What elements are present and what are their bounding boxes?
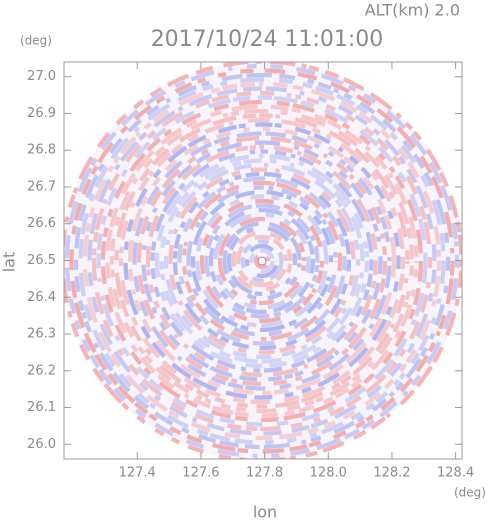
echo-ring	[69, 68, 455, 454]
radar-center	[257, 256, 267, 266]
echo-ring	[235, 234, 289, 288]
echo-ring	[73, 72, 451, 450]
y-tick-label: 27.0	[27, 69, 56, 84]
echo-ring	[118, 117, 406, 405]
echo-ring	[82, 81, 442, 441]
echo-ring	[78, 77, 446, 445]
y-tick-label: 26.2	[27, 363, 56, 378]
echo-ring	[105, 104, 419, 418]
echo-ring	[154, 153, 370, 369]
echo-ring	[172, 171, 352, 351]
echo-ring	[204, 203, 320, 319]
y-axis-label: lat	[0, 252, 19, 273]
echo-ring	[208, 207, 316, 315]
echo-ring	[163, 162, 361, 360]
y-tick-label: 26.0	[27, 437, 56, 452]
echo-ring	[91, 90, 433, 432]
echo-ring	[100, 99, 424, 423]
x-tick-label: 128.0	[310, 466, 347, 481]
echo-ring	[132, 131, 392, 391]
echo-ring	[159, 158, 365, 364]
echo-ring	[87, 86, 437, 436]
x-axis-label: lon	[253, 503, 277, 521]
echo-ring	[222, 221, 302, 301]
x-unit: (deg)	[454, 486, 486, 500]
echo-ring	[109, 108, 415, 414]
x-tick-label: 128.2	[373, 466, 410, 481]
x-tick-label: 127.6	[182, 466, 219, 481]
y-tick-label: 26.9	[27, 106, 56, 121]
x-tick-label: 128.4	[437, 466, 474, 481]
echo-ring	[240, 239, 284, 283]
echo-ring	[199, 198, 325, 324]
y-tick-label: 26.7	[27, 179, 56, 194]
y-tick-label: 26.8	[27, 143, 56, 158]
echo-ring	[213, 212, 311, 310]
echo-ring	[123, 122, 401, 400]
echo-ring	[195, 194, 329, 328]
echo-ring	[177, 176, 347, 346]
echo-ring	[150, 149, 374, 373]
echo-ring	[226, 225, 298, 297]
chart-subtitle: ALT(km) 2.0	[365, 1, 460, 20]
echo-ring	[114, 113, 410, 409]
echo-ring	[186, 185, 338, 337]
echo-ring	[217, 216, 307, 306]
echo-ring	[168, 167, 356, 355]
echo-ring	[249, 248, 275, 274]
echo-ring	[136, 135, 388, 387]
y-tick-label: 26.3	[27, 327, 56, 342]
y-tick-label: 26.6	[27, 216, 56, 231]
echo-ring	[244, 243, 280, 279]
echo-ring	[96, 95, 428, 427]
echo-ring	[253, 252, 271, 270]
x-tick-label: 127.4	[119, 466, 156, 481]
y-tick-label: 26.4	[27, 290, 56, 305]
radar-echo	[64, 62, 462, 459]
chart-title: 2017/10/24 11:01:00	[151, 27, 384, 52]
echo-ring	[145, 144, 379, 378]
y-tick-label: 26.5	[27, 253, 56, 268]
echo-ring	[127, 126, 397, 396]
y-unit: (deg)	[20, 34, 52, 48]
echo-ring	[181, 180, 343, 342]
echo-ring	[190, 189, 334, 333]
echo-ring	[231, 230, 293, 292]
y-tick-label: 26.1	[27, 400, 56, 415]
echo-ring	[141, 140, 383, 382]
x-tick-label: 127.8	[246, 466, 283, 481]
